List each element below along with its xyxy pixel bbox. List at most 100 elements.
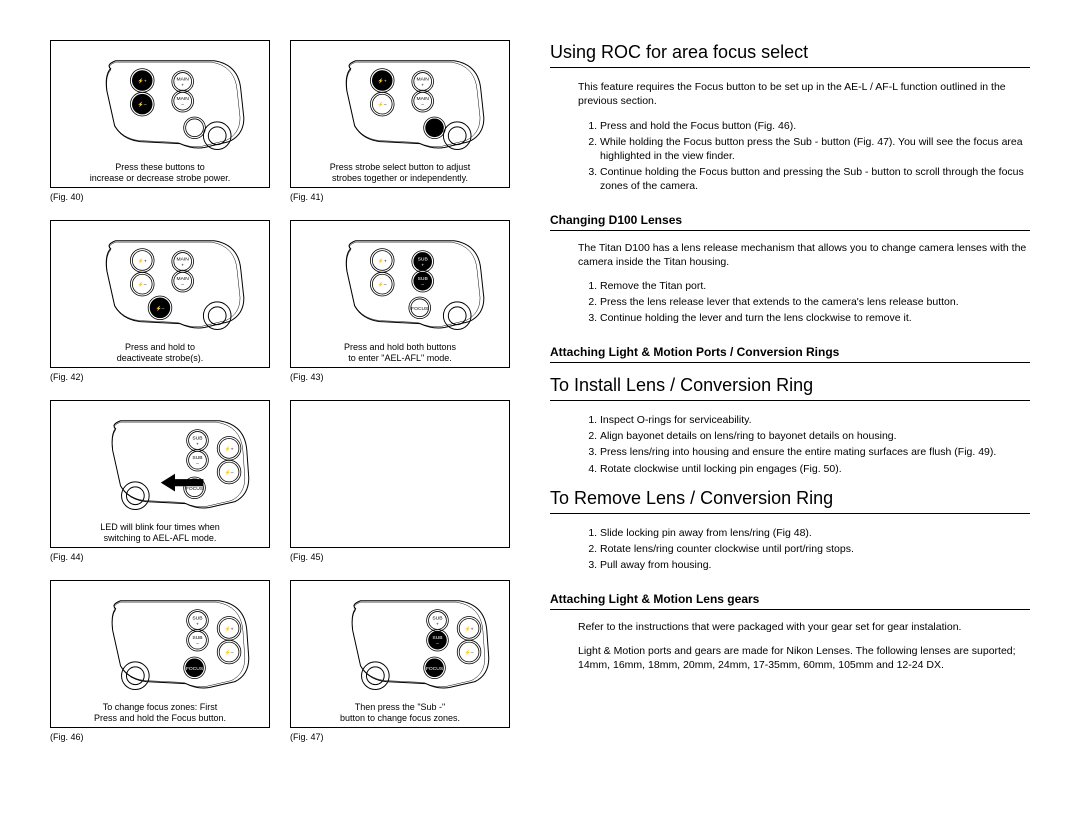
figure-number: (Fig. 44) bbox=[50, 552, 270, 562]
fig42: ⚡+⚡–MAIN+MAIN–⚡–Press and hold todeactiv… bbox=[50, 220, 270, 382]
step-item: Press lens/ring into housing and ensure … bbox=[600, 445, 1030, 459]
svg-text:⚡–: ⚡– bbox=[378, 281, 387, 288]
svg-text:FOCUS: FOCUS bbox=[186, 666, 204, 672]
svg-text:–: – bbox=[196, 642, 199, 647]
svg-text:SUB: SUB bbox=[432, 635, 443, 641]
figure-box: SUB+SUB–⚡+⚡–FOCUSTo change focus zones: … bbox=[50, 580, 270, 728]
figure-number: (Fig. 41) bbox=[290, 192, 510, 202]
svg-text:–: – bbox=[181, 283, 184, 288]
svg-text:SUB: SUB bbox=[432, 615, 443, 621]
figure-box: ⚡+⚡–MAIN+MAIN–⚡–Press and hold todeactiv… bbox=[50, 220, 270, 368]
step-item: Rotate clockwise until locking pin engag… bbox=[600, 462, 1030, 476]
step-item: Slide locking pin away from lens/ring (F… bbox=[600, 526, 1030, 540]
figure-box: ⚡+⚡–MAIN+MAIN–Press these buttons toincr… bbox=[50, 40, 270, 188]
fig44: SUB+SUB–⚡+⚡–FOCUSLED will blink four tim… bbox=[50, 400, 270, 562]
steps-remove: Slide locking pin away from lens/ring (F… bbox=[600, 526, 1030, 573]
fig43: ⚡+⚡–SUB+SUB–FOCUSPress and hold both but… bbox=[290, 220, 510, 382]
fig46: SUB+SUB–⚡+⚡–FOCUSTo change focus zones: … bbox=[50, 580, 270, 742]
svg-text:–: – bbox=[436, 642, 439, 647]
svg-text:⚡–: ⚡– bbox=[378, 101, 387, 108]
step-item: Continue holding the lever and turn the … bbox=[600, 311, 1030, 325]
svg-text:⚡+: ⚡+ bbox=[378, 77, 387, 84]
svg-text:–: – bbox=[181, 103, 184, 108]
figure-number: (Fig. 43) bbox=[290, 372, 510, 382]
heading-roc: Using ROC for area focus select bbox=[550, 40, 1030, 68]
svg-text:FOCUS: FOCUS bbox=[186, 486, 204, 492]
svg-text:⚡+: ⚡+ bbox=[378, 257, 387, 264]
figure-box: SUB+SUB–⚡+⚡–FOCUSLED will blink four tim… bbox=[50, 400, 270, 548]
svg-text:MAIN: MAIN bbox=[177, 256, 190, 262]
svg-text:MAIN: MAIN bbox=[177, 96, 190, 102]
para-roc: This feature requires the Focus button t… bbox=[578, 80, 1030, 108]
svg-text:⚡–: ⚡– bbox=[225, 469, 234, 476]
heading-ports: Attaching Light & Motion Ports / Convers… bbox=[550, 344, 1030, 363]
figure-caption: Press strobe select button to adjuststro… bbox=[291, 162, 509, 183]
svg-text:–: – bbox=[196, 462, 199, 467]
para-gears1: Refer to the instructions that were pack… bbox=[578, 620, 1030, 634]
step-item: Remove the Titan port. bbox=[600, 279, 1030, 293]
svg-text:–: – bbox=[421, 103, 424, 108]
svg-text:+: + bbox=[421, 263, 424, 268]
svg-text:⚡–: ⚡– bbox=[156, 305, 165, 312]
figure-number: (Fig. 46) bbox=[50, 732, 270, 742]
step-item: Inspect O-rings for serviceability. bbox=[600, 413, 1030, 427]
step-item: Rotate lens/ring counter clockwise until… bbox=[600, 542, 1030, 556]
figure-number: (Fig. 47) bbox=[290, 732, 510, 742]
svg-text:⚡+: ⚡+ bbox=[225, 445, 234, 452]
svg-text:SUB: SUB bbox=[192, 615, 203, 621]
svg-text:SUB: SUB bbox=[418, 256, 429, 262]
figure-grid: ⚡+⚡–MAIN+MAIN–Press these buttons toincr… bbox=[50, 40, 510, 742]
svg-text:⚡–: ⚡– bbox=[138, 101, 147, 108]
figure-caption: Then press the "Sub -"button to change f… bbox=[291, 702, 509, 723]
svg-text:+: + bbox=[196, 622, 199, 627]
heading-lenses: Changing D100 Lenses bbox=[550, 212, 1030, 231]
step-item: Continue holding the Focus button and pr… bbox=[600, 165, 1030, 193]
svg-text:+: + bbox=[181, 83, 184, 88]
svg-text:SUB: SUB bbox=[418, 276, 429, 282]
svg-text:MAIN: MAIN bbox=[417, 96, 430, 102]
fig47: SUB+SUB–⚡+⚡–FOCUSThen press the "Sub -"b… bbox=[290, 580, 510, 742]
figure-caption: Press these buttons toincrease or decrea… bbox=[51, 162, 269, 183]
figure-caption: LED will blink four times whenswitching … bbox=[51, 522, 269, 543]
figure-box: ⚡+⚡–MAIN+MAIN–Press strobe select button… bbox=[290, 40, 510, 188]
steps-install: Inspect O-rings for serviceability. Align… bbox=[600, 413, 1030, 476]
heading-install: To Install Lens / Conversion Ring bbox=[550, 373, 1030, 401]
step-item: Pull away from housing. bbox=[600, 558, 1030, 572]
svg-text:+: + bbox=[181, 263, 184, 268]
svg-text:SUB: SUB bbox=[192, 435, 203, 441]
svg-text:MAIN: MAIN bbox=[177, 276, 190, 282]
svg-text:+: + bbox=[421, 83, 424, 88]
figure-caption: Press and hold both buttonsto enter "AEL… bbox=[291, 342, 509, 363]
step-item: Press and hold the Focus button (Fig. 46… bbox=[600, 119, 1030, 133]
instructions-column: Using ROC for area focus select This fea… bbox=[550, 40, 1030, 742]
step-item: Press the lens release lever that extend… bbox=[600, 295, 1030, 309]
heading-gears: Attaching Light & Motion Lens gears bbox=[550, 591, 1030, 610]
figure-box: ⚡+⚡–SUB+SUB–FOCUSPress and hold both but… bbox=[290, 220, 510, 368]
fig40: ⚡+⚡–MAIN+MAIN–Press these buttons toincr… bbox=[50, 40, 270, 202]
svg-text:SUB: SUB bbox=[192, 455, 203, 461]
fig45: (Fig. 45) bbox=[290, 400, 510, 562]
step-item: While holding the Focus button press the… bbox=[600, 135, 1030, 163]
svg-text:⚡+: ⚡+ bbox=[465, 625, 474, 632]
figure-number: (Fig. 42) bbox=[50, 372, 270, 382]
svg-text:⚡–: ⚡– bbox=[138, 281, 147, 288]
figure-caption: To change focus zones: FirstPress and ho… bbox=[51, 702, 269, 723]
svg-text:FOCUS: FOCUS bbox=[426, 666, 444, 672]
svg-text:⚡+: ⚡+ bbox=[138, 257, 147, 264]
para-gears2: Light & Motion ports and gears are made … bbox=[578, 644, 1030, 672]
figure-box bbox=[290, 400, 510, 548]
figure-caption: Press and hold todeactiveate strobe(s). bbox=[51, 342, 269, 363]
svg-text:MAIN: MAIN bbox=[417, 76, 430, 82]
step-item: Align bayonet details on lens/ring to ba… bbox=[600, 429, 1030, 443]
svg-text:FOCUS: FOCUS bbox=[411, 306, 429, 312]
svg-text:+: + bbox=[436, 622, 439, 627]
figure-box: SUB+SUB–⚡+⚡–FOCUSThen press the "Sub -"b… bbox=[290, 580, 510, 728]
svg-text:MAIN: MAIN bbox=[177, 76, 190, 82]
svg-text:⚡–: ⚡– bbox=[225, 649, 234, 656]
svg-text:+: + bbox=[196, 442, 199, 447]
heading-remove: To Remove Lens / Conversion Ring bbox=[550, 486, 1030, 514]
steps-roc: Press and hold the Focus button (Fig. 46… bbox=[600, 119, 1030, 194]
figure-number: (Fig. 45) bbox=[290, 552, 510, 562]
svg-text:⚡+: ⚡+ bbox=[138, 77, 147, 84]
svg-text:⚡+: ⚡+ bbox=[225, 625, 234, 632]
